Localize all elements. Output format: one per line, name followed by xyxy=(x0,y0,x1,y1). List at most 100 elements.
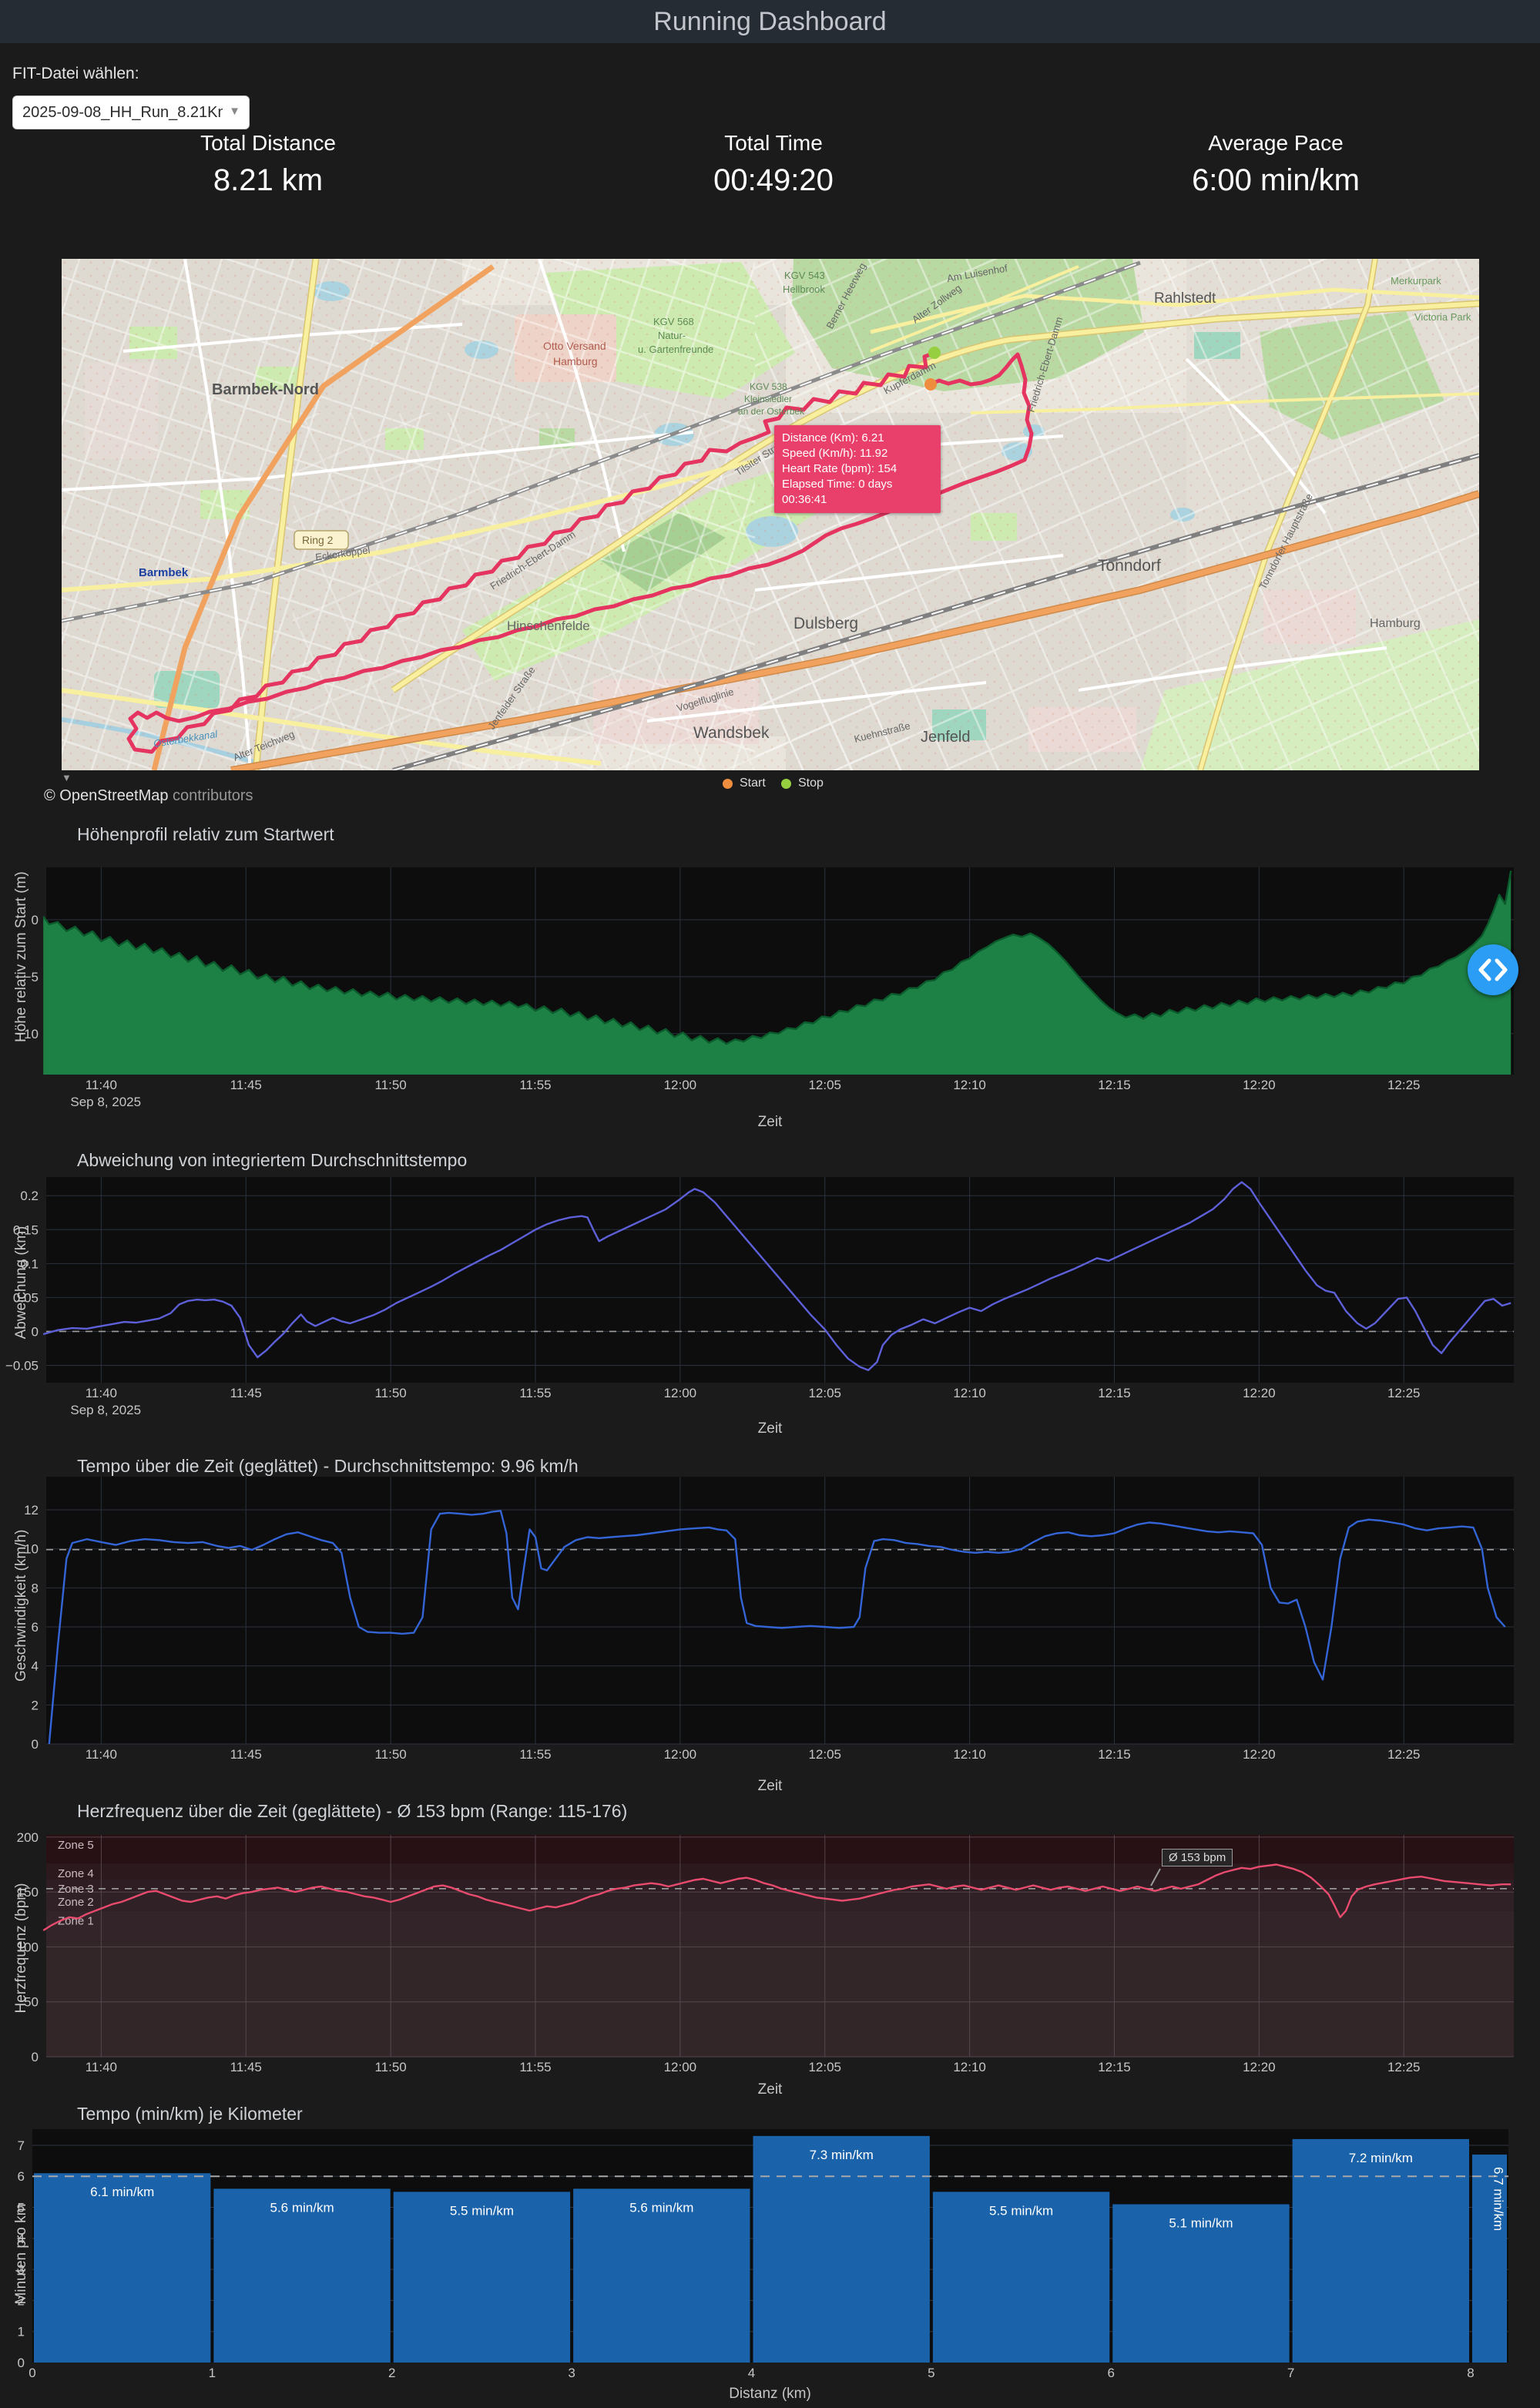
svg-text:Hinschenfelde: Hinschenfelde xyxy=(507,619,590,633)
stat-label: Total Distance xyxy=(200,131,336,155)
svg-text:0.05: 0.05 xyxy=(13,1290,39,1305)
svg-text:6: 6 xyxy=(18,2169,25,2184)
svg-text:12:15: 12:15 xyxy=(1098,1078,1131,1092)
pace-bar xyxy=(932,2192,1110,2363)
svg-text:12:20: 12:20 xyxy=(1243,1747,1276,1762)
attribution-osm-link[interactable]: © OpenStreetMap xyxy=(44,787,169,804)
legend-stop-label: Stop xyxy=(798,776,824,790)
tooltip-heart-rate: Heart Rate (bpm): 154 xyxy=(782,462,897,475)
map-tooltip: Distance (Km): 6.21 Speed (Km/h): 11.92 … xyxy=(774,425,941,513)
svg-text:5: 5 xyxy=(18,2201,25,2215)
svg-text:11:50: 11:50 xyxy=(374,1386,406,1400)
svg-text:6.7 min/km: 6.7 min/km xyxy=(1491,2167,1505,2231)
pace-bar xyxy=(213,2188,391,2363)
deviation-chart-title: Abweichung von integriertem Durchschnitt… xyxy=(77,1150,468,1170)
pace-bar xyxy=(1292,2138,1469,2363)
file-select-label: FIT-Datei wählen: xyxy=(12,65,139,82)
svg-text:11:40: 11:40 xyxy=(86,1747,117,1762)
svg-text:5: 5 xyxy=(928,2366,934,2380)
stat-label: Total Time xyxy=(724,131,823,155)
elevation-x-axis-label: Zeit xyxy=(757,1114,783,1130)
tooltip-distance: Distance (Km): 6.21 xyxy=(782,431,884,444)
svg-text:Natur-: Natur- xyxy=(658,330,686,341)
svg-text:Hellbrook: Hellbrook xyxy=(783,283,825,295)
svg-text:8: 8 xyxy=(32,1581,39,1595)
legend-item-stop[interactable]: Stop xyxy=(781,776,824,790)
svg-text:12:00: 12:00 xyxy=(664,1747,697,1762)
chart-nav-button[interactable] xyxy=(1468,944,1518,995)
svg-text:Sep 8, 2025: Sep 8, 2025 xyxy=(70,1403,141,1417)
stat-total-time: Total Time 00:49:20 xyxy=(619,131,928,198)
legend-item-start[interactable]: Start xyxy=(723,776,766,790)
svg-text:4: 4 xyxy=(32,1659,39,1674)
svg-text:12:20: 12:20 xyxy=(1243,1078,1276,1092)
heart-rate-chart[interactable]: Herzfrequenz über die Zeit (geglättete) … xyxy=(0,1795,1540,2099)
svg-text:1: 1 xyxy=(209,2366,216,2380)
svg-text:12:25: 12:25 xyxy=(1387,1078,1421,1092)
svg-text:12:25: 12:25 xyxy=(1387,2060,1421,2074)
stat-value: 00:49:20 xyxy=(713,163,834,197)
pace-x-axis-label: Distanz (km) xyxy=(729,2386,811,2402)
page-title: Running Dashboard xyxy=(653,7,887,36)
svg-text:KGV 568: KGV 568 xyxy=(653,316,694,327)
svg-text:8: 8 xyxy=(1467,2366,1474,2380)
svg-text:11:40: 11:40 xyxy=(86,2060,117,2074)
elevation-chart[interactable]: Höhenprofil relativ zum Startwert Höhe r… xyxy=(0,817,1540,1140)
pace-bar xyxy=(34,2173,211,2363)
stat-value: 8.21 km xyxy=(213,163,324,197)
elevation-chart-title: Höhenprofil relativ zum Startwert xyxy=(77,824,334,844)
map-canvas[interactable]: Barmbek-Nord Dulsberg Tonndorf Wandsbek Jenf… xyxy=(62,259,1479,770)
svg-text:Dulsberg: Dulsberg xyxy=(793,615,858,632)
stop-dot-icon xyxy=(781,778,791,789)
svg-text:5.5 min/km: 5.5 min/km xyxy=(450,2203,514,2218)
route-line xyxy=(126,350,1034,754)
map-attribution: © OpenStreetMap contributors xyxy=(44,787,253,804)
svg-text:5.6 min/km: 5.6 min/km xyxy=(629,2200,693,2215)
svg-text:12:20: 12:20 xyxy=(1243,1386,1276,1400)
svg-text:12:05: 12:05 xyxy=(808,2060,841,2074)
hr-series xyxy=(42,1863,1511,1932)
map-main-roads xyxy=(62,259,1479,770)
svg-text:5.5 min/km: 5.5 min/km xyxy=(989,2203,1053,2218)
svg-text:Jenfeld: Jenfeld xyxy=(921,729,971,746)
svg-text:0: 0 xyxy=(29,2366,35,2380)
deviation-x-axis-label: Zeit xyxy=(757,1420,783,1437)
speed-x-axis-label: Zeit xyxy=(757,1778,783,1794)
svg-text:6: 6 xyxy=(1108,2366,1115,2380)
stop-marker xyxy=(928,347,941,359)
svg-text:Ring 2: Ring 2 xyxy=(302,534,334,546)
map-railways xyxy=(62,260,1479,770)
svg-text:12:25: 12:25 xyxy=(1387,1386,1421,1400)
hr-chart-title: Herzfrequenz über die Zeit (geglättete) … xyxy=(77,1801,628,1821)
hr-average-annotation: Ø 153 bpm xyxy=(1162,1849,1233,1866)
collapse-triangle-icon[interactable]: ▼ xyxy=(62,772,72,783)
svg-text:0.1: 0.1 xyxy=(20,1256,39,1271)
start-dot-icon xyxy=(723,778,733,789)
svg-text:2: 2 xyxy=(18,2293,25,2308)
svg-text:1: 1 xyxy=(18,2325,25,2339)
svg-text:Wandsbek: Wandsbek xyxy=(693,724,770,742)
svg-text:4: 4 xyxy=(18,2232,25,2246)
svg-text:12:10: 12:10 xyxy=(953,1747,986,1762)
svg-text:2: 2 xyxy=(388,2366,395,2380)
speed-chart-title: Tempo über die Zeit (geglättet) - Durchs… xyxy=(77,1456,579,1476)
pace-per-km-chart[interactable]: Tempo (min/km) je Kilometer Minuten pro … xyxy=(0,2099,1540,2408)
pace-deviation-chart[interactable]: Abweichung von integriertem Durchschnitt… xyxy=(0,1140,1540,1448)
route-map[interactable]: Barmbek-Nord Dulsberg Tonndorf Wandsbek Jenf… xyxy=(62,259,1479,770)
speed-chart[interactable]: Tempo über die Zeit (geglättet) - Durchs… xyxy=(0,1448,1540,1795)
tooltip-speed: Speed (Km/h): 11.92 xyxy=(782,447,888,460)
svg-text:150: 150 xyxy=(17,1885,39,1900)
svg-text:KGV 543: KGV 543 xyxy=(784,270,825,281)
svg-text:0: 0 xyxy=(32,1324,39,1339)
svg-text:−0.05: −0.05 xyxy=(5,1359,39,1373)
svg-text:Zone 5: Zone 5 xyxy=(58,1839,94,1852)
svg-text:−10: −10 xyxy=(16,1027,39,1041)
svg-text:Sep 8, 2025: Sep 8, 2025 xyxy=(70,1095,141,1109)
svg-text:11:55: 11:55 xyxy=(519,1747,551,1762)
svg-text:Zone 1: Zone 1 xyxy=(58,1914,94,1927)
svg-text:11:50: 11:50 xyxy=(374,2060,406,2074)
fit-file-select[interactable]: 2025-09-08_HH_Run_8.21Km.fit xyxy=(12,96,250,129)
svg-text:Hamburg: Hamburg xyxy=(1370,617,1421,630)
svg-text:0: 0 xyxy=(32,1737,39,1752)
code-chevrons-icon xyxy=(1478,958,1508,981)
